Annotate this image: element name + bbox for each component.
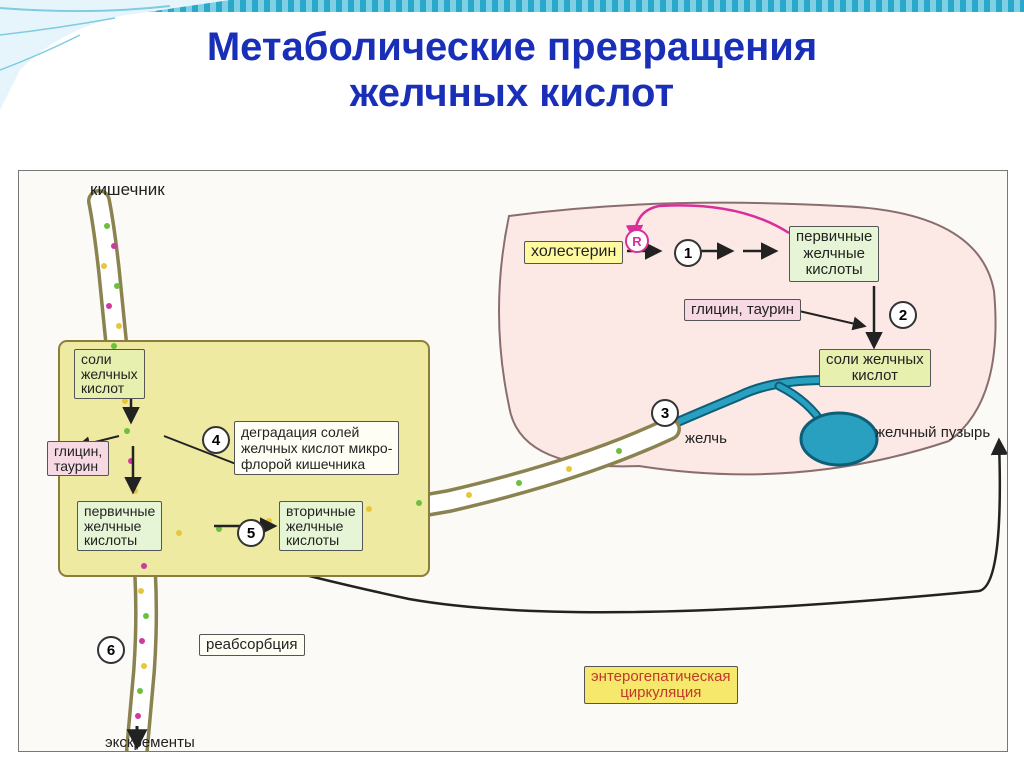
label-excrement: экскременты	[99, 733, 201, 753]
label-secondary-ba: вторичные желчные кислоты	[279, 501, 363, 551]
label-primary-ba: первичные желчные кислоты	[789, 226, 879, 282]
slide-title: Метаболические превращения желчных кисло…	[0, 24, 1024, 116]
step-6: 6	[97, 636, 125, 664]
r-label: R	[632, 234, 642, 249]
step-4: 4	[202, 426, 230, 454]
label-ba-salts-2: соли желчных кислот	[74, 349, 145, 399]
label-reabsorption: реабсорбция	[199, 634, 305, 656]
step-1: 1	[674, 239, 702, 267]
step-3: 3	[651, 399, 679, 427]
title-line-1: Метаболические превращения	[207, 25, 817, 69]
label-glycine-taurine-2: глицин, таурин	[47, 441, 109, 476]
decorative-top-border	[0, 0, 1024, 12]
step-2: 2	[889, 301, 917, 329]
label-enterohepatic: энтерогепатическая циркуляция	[584, 666, 738, 704]
label-bile: желчь	[679, 429, 733, 449]
title-line-2: желчных кислот	[350, 71, 674, 115]
label-cholesterol: холестерин	[524, 241, 623, 264]
label-glycine-taurine: глицин, таурин	[684, 299, 801, 321]
step-5: 5	[237, 519, 265, 547]
label-degradation: деградация солей желчных кислот микро- ф…	[234, 421, 399, 475]
label-gallbladder: желчный пузырь	[869, 423, 996, 443]
slide: Метаболические превращения желчных кисло…	[0, 0, 1024, 767]
gallbladder-shape	[801, 413, 877, 465]
diagram-frame: R	[18, 170, 1008, 752]
label-intestine: кишечник	[84, 179, 171, 201]
label-primary-ba-2: первичные желчные кислоты	[77, 501, 162, 551]
label-ba-salts: соли желчных кислот	[819, 349, 931, 387]
